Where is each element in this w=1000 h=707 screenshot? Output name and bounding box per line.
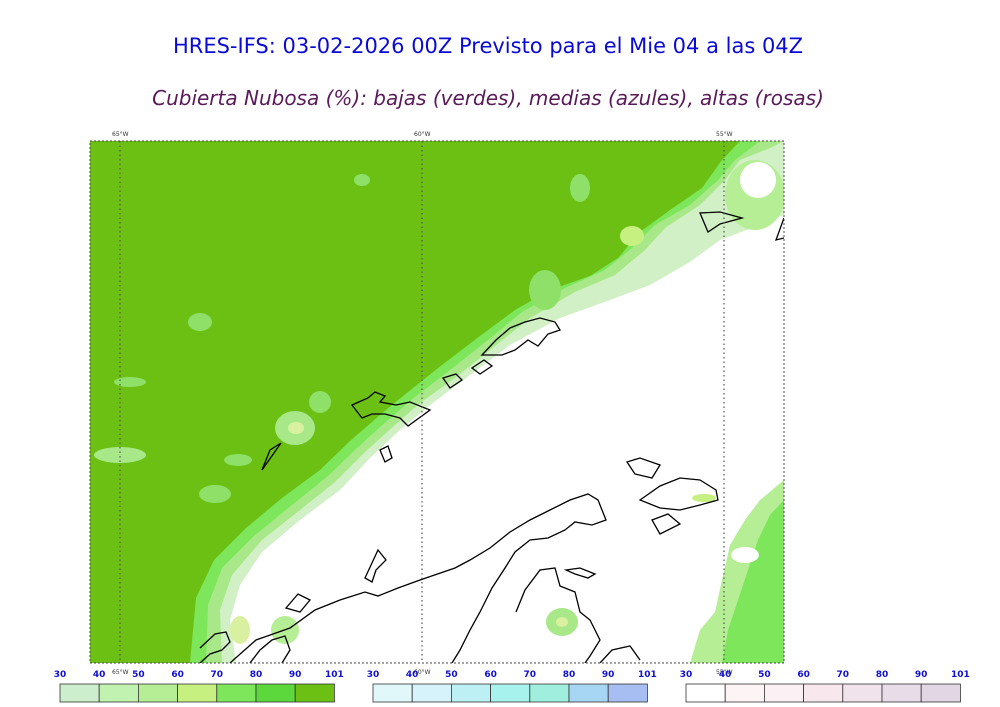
longitude-grid xyxy=(119,141,725,663)
legend-medias-swatch xyxy=(568,683,609,703)
legend-altas-tick: 80 xyxy=(876,670,889,680)
lon-label-60w-bottom: 60°W xyxy=(414,669,431,676)
legend-medias-tick: 60 xyxy=(484,670,497,680)
legend-altas-swatch xyxy=(842,683,883,703)
map-title: HRES-IFS: 03-02-2026 00Z Previsto para e… xyxy=(172,34,804,58)
coast-nova-2 xyxy=(470,359,494,375)
legend-medias-tick: 90 xyxy=(602,670,615,680)
coast-nova-1 xyxy=(480,317,561,356)
legend-bajas-tick: 50 xyxy=(132,670,145,680)
cloud-patch-2 xyxy=(570,174,590,202)
coast-islet-1 xyxy=(261,442,282,471)
coast-south-2 xyxy=(563,567,597,579)
legend-medias-tick: 30 xyxy=(367,670,380,680)
legend-medias-swatch xyxy=(607,683,648,703)
low-cloud-core xyxy=(90,141,740,663)
legend-bajas-swatch xyxy=(59,683,100,703)
cloud-patch-se-inner xyxy=(722,500,784,663)
map-frame-content xyxy=(90,141,784,663)
legend-medias: 30 40 50 60 70 80 90 101 xyxy=(367,670,657,703)
legend-bajas-swatch xyxy=(216,683,257,703)
legend-altas-swatch xyxy=(685,683,726,703)
lon-label-65w: 65°W xyxy=(112,131,129,138)
legend-medias-tick: 70 xyxy=(524,670,537,680)
cloud-patch-sw-2 xyxy=(230,616,250,644)
legend-altas: 30 40 50 60 70 80 90 101 xyxy=(680,670,970,703)
legend-bajas-tick: 80 xyxy=(250,670,263,680)
coast-blob-1 xyxy=(625,457,661,479)
cloud-patch-ne-2 xyxy=(620,226,644,246)
coast-nova-3 xyxy=(441,373,464,389)
coast-main xyxy=(229,493,607,663)
legend-altas-tick: 70 xyxy=(837,670,850,680)
legend-altas-swatch xyxy=(764,683,805,703)
legend-medias-swatch xyxy=(411,683,452,703)
cloud-patch-small xyxy=(692,494,716,502)
coastlines xyxy=(199,211,784,663)
coast-east-edge xyxy=(774,217,784,241)
coast-peninsula xyxy=(350,391,432,427)
cloud-patch-8 xyxy=(224,454,252,466)
coast-blob-2 xyxy=(638,477,719,511)
cloud-patch-island-core xyxy=(556,617,568,627)
legend-medias-tick: 40 xyxy=(406,670,419,680)
coast-sw xyxy=(199,631,231,663)
legend-medias-swatch xyxy=(372,683,413,703)
cloud-patch-3 xyxy=(188,313,212,331)
cloud-patch-5 xyxy=(309,391,331,413)
cloud-patch-7 xyxy=(94,447,146,463)
legend-medias-swatch xyxy=(450,683,491,703)
cloud-patch-6-core xyxy=(288,422,304,434)
legend-altas-swatch xyxy=(803,683,844,703)
legend-bajas-tick: 30 xyxy=(54,670,67,680)
legend-bajas-swatch xyxy=(294,683,335,703)
legend-altas-tick: 40 xyxy=(719,670,732,680)
legend-altas-swatch xyxy=(724,683,765,703)
legend-bajas-swatch xyxy=(137,683,178,703)
coast-sw-3 xyxy=(599,645,641,663)
lon-label-55w-bottom: 55°W xyxy=(716,669,733,676)
legend-medias-tick: 101 xyxy=(638,670,657,680)
lon-label-60w: 60°W xyxy=(414,131,431,138)
lon-label-65w-bottom: 65°W xyxy=(112,669,129,676)
cloud-patch-1 xyxy=(354,174,370,186)
legend-altas-tick: 30 xyxy=(680,670,693,680)
legend-altas-swatch xyxy=(920,683,961,703)
legend-bajas-tick: 101 xyxy=(325,670,344,680)
legend-bajas-swatch xyxy=(98,683,139,703)
cloud-patch-ne-inner xyxy=(740,162,776,198)
legend-bajas: 30 40 50 60 70 80 90 101 xyxy=(54,670,344,703)
legend-medias-swatch xyxy=(529,683,570,703)
legend-bajas-swatch xyxy=(177,683,218,703)
legend-altas-tick: 90 xyxy=(915,670,928,680)
coast-south-1 xyxy=(515,567,601,663)
lon-label-55w: 55°W xyxy=(716,131,733,138)
coast-south-4 xyxy=(284,593,312,613)
legend-bajas-tick: 90 xyxy=(289,670,302,680)
legend-group: 30 40 50 60 70 80 90 101 30 40 50 60 70 80 90 101 30 40 50… xyxy=(54,670,970,703)
coast-isla-ne xyxy=(699,211,745,233)
map-subtitle: Cubierta Nubosa (%): bajas (verdes), med… xyxy=(152,86,824,110)
legend-medias-swatch xyxy=(490,683,531,703)
coast-islet-2 xyxy=(379,445,393,463)
legend-altas-tick: 101 xyxy=(951,670,970,680)
coast-sw-2 xyxy=(249,635,291,663)
coast-blob-3 xyxy=(651,513,682,535)
cloud-patch-9 xyxy=(199,485,231,503)
legend-altas-tick: 60 xyxy=(797,670,810,680)
legend-bajas-swatch xyxy=(255,683,296,703)
legend-altas-swatch xyxy=(881,683,922,703)
legend-bajas-tick: 70 xyxy=(211,670,224,680)
coast-south-3 xyxy=(364,548,387,583)
legend-altas-tick: 50 xyxy=(758,670,771,680)
cloud-patch-4 xyxy=(114,377,146,387)
legend-bajas-tick: 40 xyxy=(93,670,106,680)
cloud-patch-se-hole xyxy=(731,547,759,563)
legend-medias-tick: 50 xyxy=(445,670,458,680)
legend-bajas-tick: 60 xyxy=(171,670,184,680)
cloud-patch-10 xyxy=(529,270,561,310)
legend-medias-tick: 80 xyxy=(563,670,576,680)
